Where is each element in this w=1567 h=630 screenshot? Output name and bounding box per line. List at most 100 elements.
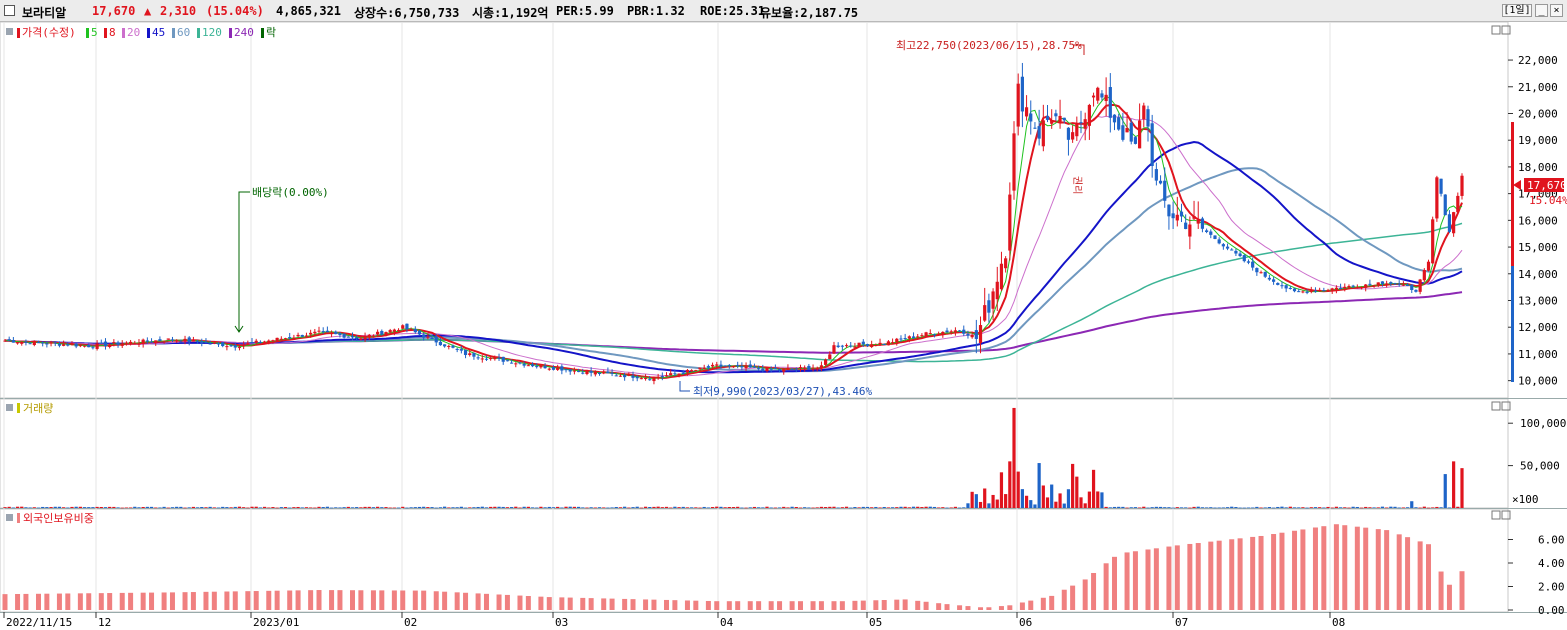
candle-body <box>656 377 660 379</box>
candle-body <box>1359 287 1364 289</box>
candle-body <box>618 375 623 377</box>
candle-body <box>317 330 321 332</box>
volume-bar <box>660 507 664 508</box>
foreign-bar <box>329 590 335 610</box>
candle-body <box>1091 95 1096 98</box>
volume-bar <box>932 506 937 508</box>
period-button[interactable]: [1일] <box>1502 4 1532 17</box>
volume-bar <box>761 507 765 508</box>
foreign-bar <box>1153 548 1159 610</box>
volume-bar <box>1012 407 1016 508</box>
foreign-bar <box>379 590 385 610</box>
candle-body <box>204 341 208 343</box>
x-tick-label: 2022/11/15 <box>6 616 72 629</box>
candle-body <box>539 365 543 368</box>
foreign-bar <box>128 592 134 610</box>
stock-name[interactable]: 보라티알 <box>22 6 67 20</box>
candle-body <box>568 369 572 372</box>
panel-close-icon[interactable] <box>1501 25 1511 35</box>
volume-bar <box>459 506 463 508</box>
select-checkbox[interactable] <box>4 5 15 16</box>
candle-body <box>1184 222 1188 230</box>
volume-bar <box>870 507 874 508</box>
volume-bar <box>530 507 535 508</box>
candle-body <box>57 343 62 346</box>
close-button[interactable]: × <box>1550 4 1563 17</box>
panel-handle-icon[interactable] <box>6 514 13 521</box>
candle-body <box>857 342 861 347</box>
volume-bar <box>535 507 539 509</box>
volume-bar <box>1414 507 1418 508</box>
volume-bar <box>36 507 41 509</box>
foreign-bar <box>1417 541 1423 610</box>
candle-body <box>1343 286 1347 289</box>
foreign-bar <box>998 606 1004 610</box>
candle-body <box>928 333 932 335</box>
volume-bar <box>736 506 740 508</box>
candle-body <box>476 357 480 359</box>
foreign-bar <box>504 594 510 610</box>
panel-handle-icon[interactable] <box>6 28 13 35</box>
foreign-bar <box>140 592 146 610</box>
volume-bar <box>878 507 882 509</box>
candle-body <box>283 338 288 340</box>
candle-body <box>1263 271 1267 277</box>
volume-bar <box>497 506 501 508</box>
volume-bar <box>1385 507 1389 509</box>
volume-bar <box>480 506 484 508</box>
panel-maximize-icon[interactable] <box>1491 25 1501 35</box>
candle-body <box>1163 180 1167 201</box>
candle-body <box>430 338 434 340</box>
foreign-bar <box>1174 545 1180 610</box>
foreign-bar <box>442 591 448 610</box>
volume-bar <box>346 506 350 508</box>
y-tick-label: 14,000 <box>1518 268 1558 281</box>
stock-header: 보라티알 17,670 ▲ 2,310 (15.04%) 4,865,321 상… <box>0 0 1567 22</box>
ma-legend-marker <box>229 28 232 38</box>
candle-body <box>200 341 204 344</box>
candle-body <box>639 378 643 380</box>
foreign-title: 외국인보유비중 <box>23 512 94 525</box>
candle-body <box>1238 253 1242 257</box>
candle-body <box>694 369 698 371</box>
volume-bar <box>543 507 547 508</box>
volume-panel[interactable] <box>0 398 1509 509</box>
stock-chart[interactable]: 가격(수정) 5 8 20 45 60 120 240 락 거래량 외국인보유비중 최고22,… <box>0 22 1567 630</box>
candle-body <box>1221 244 1225 247</box>
foreign-bar <box>433 591 439 610</box>
volume-bar <box>300 507 304 508</box>
candle-body <box>1326 289 1330 291</box>
candle-body <box>1276 282 1280 285</box>
candle-body <box>1058 115 1062 122</box>
candle-body <box>346 336 350 338</box>
volume-bar <box>656 506 660 508</box>
volume-bar <box>1322 507 1326 509</box>
volume-bar <box>853 507 857 508</box>
volume-bar <box>564 506 568 508</box>
panel-close-icon[interactable] <box>1501 401 1511 411</box>
candle-body <box>129 341 133 345</box>
panel-maximize-icon[interactable] <box>1491 401 1501 411</box>
panel-handle-icon[interactable] <box>6 404 13 411</box>
candle-body <box>564 369 568 371</box>
candle-body <box>166 338 170 340</box>
foreign-bar <box>1195 543 1201 610</box>
volume-bar <box>777 507 782 509</box>
panel-maximize-icon[interactable] <box>1491 510 1501 520</box>
volume-bar <box>572 506 577 508</box>
foreign-bar <box>1070 585 1076 610</box>
volume-bar <box>1037 463 1041 508</box>
candle-body <box>807 365 811 370</box>
volume-bar <box>468 507 472 508</box>
foreign-bar <box>23 593 29 610</box>
volume-bar <box>1129 507 1133 508</box>
volume-bar <box>744 507 748 509</box>
minimize-button[interactable]: _ <box>1535 4 1548 17</box>
foreign-bar <box>714 601 720 610</box>
volume-bar <box>987 503 991 508</box>
foreign-bar <box>475 593 481 610</box>
volume-bar <box>1150 507 1154 508</box>
panel-close-icon[interactable] <box>1501 510 1511 520</box>
volume-bar <box>1397 507 1401 509</box>
foreign-bar <box>211 591 217 610</box>
